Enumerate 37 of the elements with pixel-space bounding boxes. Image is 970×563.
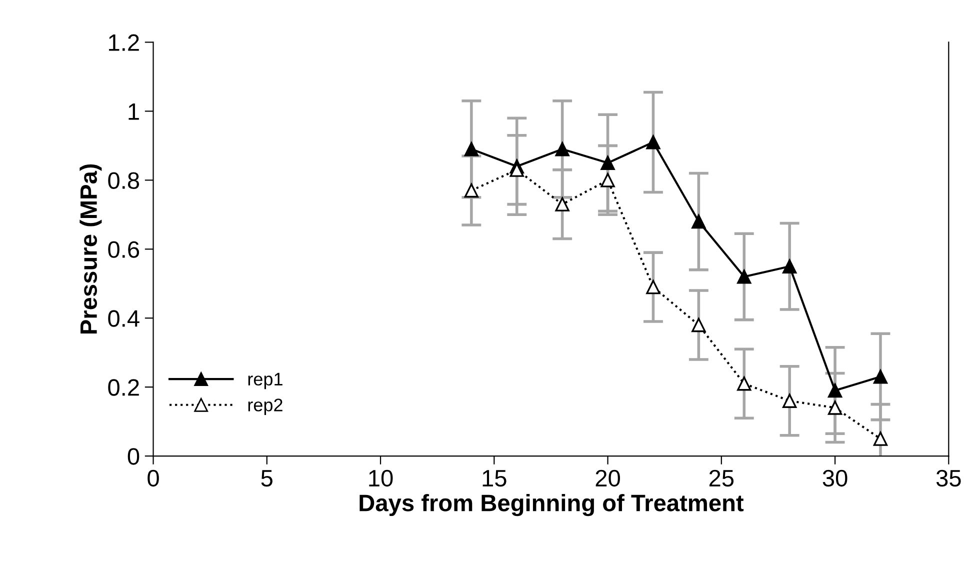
point <box>646 280 660 294</box>
point <box>646 135 660 150</box>
point <box>873 432 888 446</box>
y-tick-label: 0 <box>128 448 140 465</box>
point <box>692 214 706 229</box>
y-tick-label: 1.2 <box>109 34 139 51</box>
legend-label: rep2 <box>248 398 282 415</box>
x-tick-label: 10 <box>369 470 393 487</box>
x-tick-label: 20 <box>596 470 620 487</box>
point <box>555 142 570 156</box>
point <box>692 318 706 332</box>
x-tick-label: 30 <box>822 470 848 487</box>
x-tick-label: 35 <box>936 470 961 487</box>
legend-label: rep1 <box>248 372 282 390</box>
point <box>737 376 752 391</box>
x-tick-label: 15 <box>482 470 506 487</box>
y-tick-label: 0.2 <box>108 379 139 396</box>
point <box>464 183 479 198</box>
point <box>828 383 842 398</box>
point <box>782 394 797 408</box>
x-tick-label: 0 <box>148 470 159 487</box>
point <box>464 142 479 156</box>
point <box>555 197 570 212</box>
x-tick-label: 5 <box>261 470 272 487</box>
point <box>600 156 615 170</box>
y-tick-label: 0.6 <box>108 241 140 258</box>
x-axis-title: Days from Beginning of Treatment <box>360 494 744 516</box>
y-tick-label: 0.8 <box>108 172 140 189</box>
y-axis-title: Pressure (MPa) <box>80 164 102 334</box>
x-tick-label: 25 <box>709 470 734 487</box>
point <box>782 259 797 274</box>
y-tick-label: 1 <box>128 104 139 120</box>
point <box>828 400 842 415</box>
point <box>600 173 615 188</box>
y-tick-label: 0.4 <box>108 310 140 327</box>
point <box>873 370 888 384</box>
point <box>737 270 752 284</box>
